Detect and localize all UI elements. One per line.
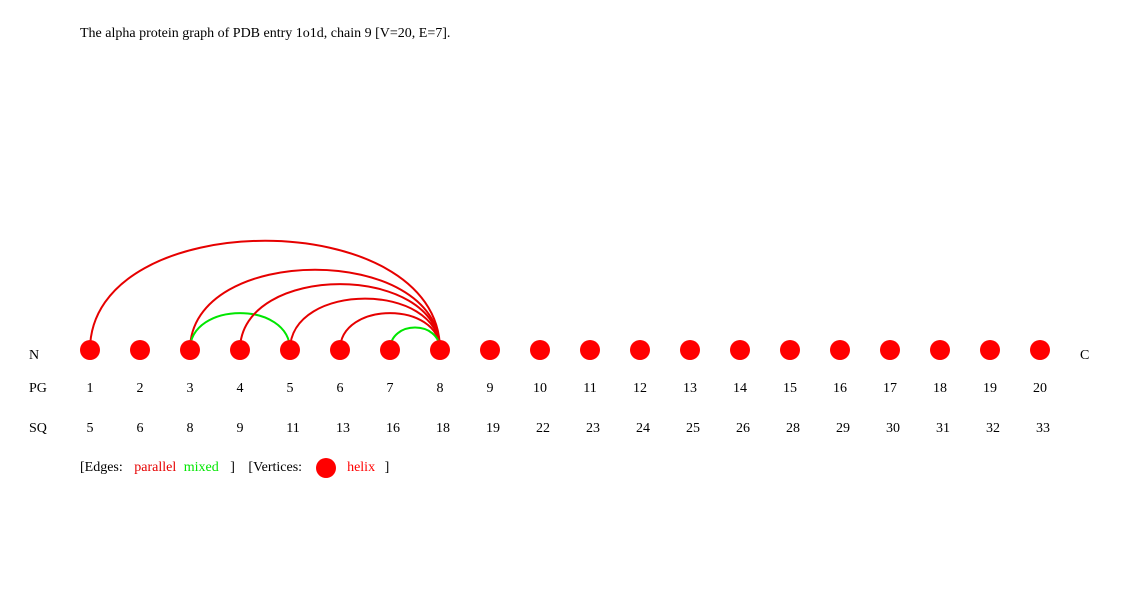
sq-label-16: 29: [836, 421, 850, 436]
pg-label-5: 5: [287, 381, 294, 396]
sq-label-19: 32: [986, 421, 1000, 436]
vertex-1: [80, 340, 100, 360]
edge-parallel-6-8: [339, 312, 441, 351]
sq-label-6: 13: [336, 421, 350, 436]
label-layer: N C PG SQ 152638495116137168189191022112…: [29, 348, 1089, 436]
pg-label-15: 15: [783, 381, 797, 396]
vertex-10: [530, 340, 550, 360]
pg-label-1: 1: [87, 381, 94, 396]
vertex-4: [230, 340, 250, 360]
legend-edges-close: ]: [230, 460, 235, 475]
legend-helix: helix: [347, 460, 376, 475]
pg-label-9: 9: [487, 381, 494, 396]
sq-label-7: 16: [386, 421, 400, 436]
sq-label-14: 26: [736, 421, 750, 436]
vertex-19: [980, 340, 1000, 360]
sq-label-20: 33: [1036, 421, 1050, 436]
pg-label-12: 12: [633, 381, 647, 396]
page-title: The alpha protein graph of PDB entry 1o1…: [80, 26, 451, 41]
vertex-layer: [80, 340, 1050, 360]
pg-label-17: 17: [883, 381, 897, 396]
sq-label-17: 30: [886, 421, 900, 436]
sq-label-18: 31: [936, 421, 950, 436]
pg-label-10: 10: [533, 381, 547, 396]
legend-edges-open: [Edges:: [80, 460, 123, 475]
pg-label-20: 20: [1033, 381, 1047, 396]
vertex-17: [880, 340, 900, 360]
edge-parallel-1-8: [89, 239, 441, 351]
vertex-5: [280, 340, 300, 360]
vertex-11: [580, 340, 600, 360]
edge-layer: [89, 239, 441, 351]
pg-label-7: 7: [387, 381, 394, 396]
legend-parallel: parallel: [134, 460, 177, 475]
legend-vertices-close: ]: [384, 460, 390, 475]
legend: [Edges: parallel mixed ] [Vertices: heli…: [80, 458, 389, 478]
pg-label-16: 16: [833, 381, 847, 396]
sq-row-label: SQ: [29, 421, 47, 436]
vertex-13: [680, 340, 700, 360]
pg-label-6: 6: [337, 381, 344, 396]
pg-label-11: 11: [583, 381, 596, 396]
vertex-9: [480, 340, 500, 360]
c-terminus-label: C: [1080, 348, 1089, 363]
sq-label-12: 24: [636, 421, 650, 436]
pg-label-13: 13: [683, 381, 697, 396]
vertex-20: [1030, 340, 1050, 360]
pg-label-2: 2: [137, 381, 144, 396]
legend-mixed: mixed: [183, 460, 219, 475]
sq-label-3: 8: [187, 421, 194, 436]
vertex-15: [780, 340, 800, 360]
vertex-12: [630, 340, 650, 360]
sq-label-2: 6: [137, 421, 144, 436]
edge-parallel-3-8: [189, 268, 441, 351]
vertex-6: [330, 340, 350, 360]
pg-label-14: 14: [733, 381, 747, 396]
pg-label-4: 4: [237, 381, 244, 396]
edge-parallel-5-8: [289, 297, 441, 351]
sq-label-9: 19: [486, 421, 500, 436]
vertex-18: [930, 340, 950, 360]
sq-label-11: 23: [586, 421, 600, 436]
vertex-14: [730, 340, 750, 360]
pg-row-label: PG: [29, 381, 47, 396]
pg-label-19: 19: [983, 381, 997, 396]
vertex-8: [430, 340, 450, 360]
sq-label-8: 18: [436, 421, 450, 436]
edge-mixed-3-5: [189, 312, 291, 351]
sq-label-13: 25: [686, 421, 700, 436]
vertex-3: [180, 340, 200, 360]
vertex-7: [380, 340, 400, 360]
legend-helix-dot: [315, 458, 336, 478]
legend-vertices-open: [Vertices:: [248, 460, 303, 475]
pg-label-8: 8: [437, 381, 444, 396]
n-terminus-label: N: [29, 348, 39, 363]
vertex-2: [130, 340, 150, 360]
sq-label-5: 11: [286, 421, 299, 436]
pg-label-3: 3: [187, 381, 194, 396]
edge-parallel-4-8: [239, 283, 441, 351]
sq-label-1: 5: [87, 421, 94, 436]
sq-label-4: 9: [237, 421, 244, 436]
vertex-16: [830, 340, 850, 360]
pg-label-18: 18: [933, 381, 947, 396]
sq-label-10: 22: [536, 421, 550, 436]
sq-label-15: 28: [786, 421, 800, 436]
